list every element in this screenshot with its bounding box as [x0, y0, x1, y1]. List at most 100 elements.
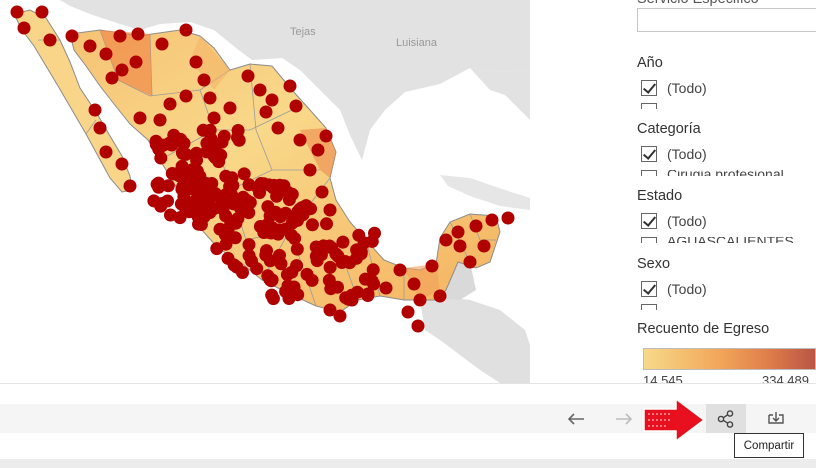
hospital-marker[interactable]	[251, 180, 265, 194]
hospital-marker[interactable]	[35, 5, 49, 19]
hospital-marker[interactable]	[303, 163, 317, 177]
hospital-marker[interactable]	[300, 203, 314, 216]
hospital-marker[interactable]	[265, 273, 279, 287]
hospital-marker[interactable]	[283, 79, 297, 93]
hospital-marker[interactable]	[407, 277, 421, 291]
filter-option-category-all[interactable]: (Todo)	[641, 144, 707, 164]
hospital-marker[interactable]	[115, 157, 129, 171]
hospital-marker[interactable]	[323, 303, 337, 317]
hospital-marker[interactable]	[153, 113, 167, 127]
hospital-marker[interactable]	[262, 225, 276, 239]
hospital-marker[interactable]	[333, 309, 347, 323]
hospital-marker[interactable]	[228, 231, 242, 245]
share-button[interactable]	[706, 404, 746, 433]
hospital-marker[interactable]	[266, 292, 280, 306]
hospital-marker[interactable]	[184, 182, 198, 195]
hospital-marker[interactable]	[323, 203, 337, 217]
hospital-marker[interactable]	[305, 218, 319, 232]
hospital-marker[interactable]	[217, 129, 231, 143]
hospital-marker[interactable]	[83, 39, 97, 53]
hospital-marker[interactable]	[259, 248, 273, 262]
checkbox-icon[interactable]	[641, 103, 657, 109]
hospital-marker[interactable]	[225, 171, 239, 185]
hospital-marker[interactable]	[261, 200, 275, 214]
hospital-marker[interactable]	[439, 233, 453, 247]
hospital-marker[interactable]	[216, 195, 230, 209]
filter-option-year-next[interactable]	[641, 103, 811, 109]
hospital-marker[interactable]	[219, 209, 233, 223]
hospital-marker[interactable]	[209, 137, 223, 151]
hospital-marker[interactable]	[361, 287, 375, 301]
hospital-marker[interactable]	[93, 121, 107, 135]
hospital-marker[interactable]	[285, 187, 299, 201]
hospital-marker[interactable]	[335, 256, 349, 269]
hospital-marker[interactable]	[197, 73, 211, 87]
hospital-marker[interactable]	[193, 169, 207, 183]
hospital-marker[interactable]	[345, 293, 359, 307]
hospital-marker[interactable]	[379, 281, 393, 295]
hospital-marker[interactable]	[155, 37, 169, 51]
hospital-marker[interactable]	[131, 27, 145, 41]
hospital-marker[interactable]	[323, 260, 337, 274]
hospital-marker[interactable]	[17, 21, 31, 35]
hospital-marker[interactable]	[314, 247, 328, 261]
hospital-marker[interactable]	[290, 242, 304, 256]
hospital-marker[interactable]	[161, 179, 175, 193]
hospital-marker[interactable]	[223, 101, 237, 115]
hospital-marker[interactable]	[164, 208, 177, 222]
hospital-marker[interactable]	[221, 251, 235, 265]
hospital-marker[interactable]	[236, 190, 250, 204]
hospital-marker[interactable]	[367, 277, 381, 291]
hospital-marker[interactable]	[202, 202, 216, 216]
hospital-marker[interactable]	[259, 105, 273, 119]
hospital-marker[interactable]	[469, 219, 483, 233]
hospital-marker[interactable]	[99, 145, 113, 159]
hospital-marker[interactable]	[413, 293, 427, 307]
hospital-marker[interactable]	[250, 262, 264, 276]
hospital-marker[interactable]	[300, 267, 314, 281]
hospital-marker[interactable]	[311, 143, 325, 157]
map-canvas[interactable]	[0, 0, 530, 383]
hospital-marker[interactable]	[242, 249, 256, 263]
checkbox-icon[interactable]	[641, 304, 657, 310]
hospital-marker[interactable]	[350, 243, 364, 257]
hospital-marker[interactable]	[115, 63, 129, 77]
hospital-marker[interactable]	[88, 103, 102, 117]
hospital-marker[interactable]	[99, 47, 113, 61]
hospital-marker[interactable]	[196, 123, 210, 137]
hospital-marker[interactable]	[208, 187, 222, 200]
hospital-marker[interactable]	[233, 201, 247, 215]
hospital-marker[interactable]	[253, 83, 267, 97]
hospital-marker[interactable]	[322, 273, 336, 287]
hospital-marker[interactable]	[274, 257, 288, 271]
hospital-marker[interactable]	[366, 263, 380, 277]
checkbox-icon[interactable]	[641, 237, 657, 243]
hospital-marker[interactable]	[225, 188, 239, 202]
hospital-marker[interactable]	[155, 197, 169, 210]
hospital-marker[interactable]	[463, 255, 477, 269]
filter-option-year-all[interactable]: (Todo)	[641, 78, 707, 98]
hospital-marker[interactable]	[425, 259, 439, 273]
hospital-marker[interactable]	[241, 69, 255, 83]
checkbox-checked-icon[interactable]	[641, 213, 657, 229]
hospital-marker[interactable]	[179, 147, 193, 161]
hospital-marker[interactable]	[212, 155, 226, 169]
hospital-marker[interactable]	[285, 265, 299, 279]
hospital-marker[interactable]	[289, 99, 303, 113]
hospital-marker[interactable]	[123, 179, 137, 193]
hospital-marker[interactable]	[65, 29, 79, 43]
hospital-marker[interactable]	[10, 5, 24, 19]
hospital-marker[interactable]	[231, 212, 245, 225]
hospital-marker[interactable]	[175, 182, 189, 196]
hospital-marker[interactable]	[236, 266, 249, 279]
hospital-marker[interactable]	[175, 159, 189, 173]
filter-option-sex-next[interactable]	[641, 304, 811, 310]
hospital-marker[interactable]	[152, 180, 166, 194]
hospital-marker[interactable]	[242, 238, 256, 252]
hospital-marker[interactable]	[485, 213, 499, 227]
hospital-marker[interactable]	[288, 232, 302, 245]
hospital-marker[interactable]	[433, 289, 447, 303]
hospital-marker[interactable]	[165, 167, 179, 180]
hospital-marker[interactable]	[133, 111, 147, 125]
filter-option-state-all[interactable]: (Todo)	[641, 211, 707, 231]
